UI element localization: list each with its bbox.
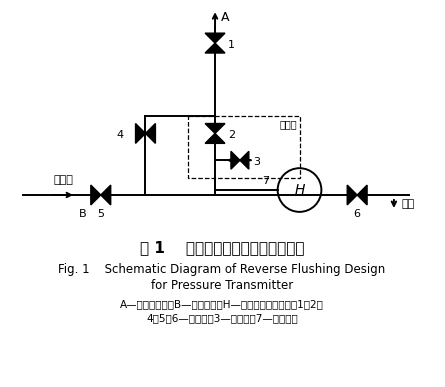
Polygon shape [146, 123, 155, 143]
Polygon shape [231, 151, 240, 169]
Text: A: A [221, 11, 230, 24]
Text: 4: 4 [117, 130, 124, 140]
Text: 3: 3 [253, 157, 260, 167]
Bar [188, 116, 299, 178]
Text: B: B [79, 209, 87, 219]
Text: 7: 7 [263, 176, 270, 186]
Text: H: H [294, 183, 305, 197]
Text: Fig. 1    Schematic Diagram of Reverse Flushing Design: Fig. 1 Schematic Diagram of Reverse Flus… [58, 264, 386, 276]
Polygon shape [101, 185, 111, 205]
Text: for Pressure Transmitter: for Pressure Transmitter [151, 279, 293, 293]
Polygon shape [357, 185, 367, 205]
Text: 5: 5 [97, 209, 104, 219]
Text: 二阀组: 二阀组 [280, 120, 298, 130]
Polygon shape [205, 43, 225, 53]
Polygon shape [91, 185, 101, 205]
Text: 反冲水: 反冲水 [53, 175, 73, 185]
Polygon shape [347, 185, 357, 205]
Text: 2: 2 [228, 130, 235, 140]
Text: 6: 6 [354, 209, 360, 219]
Text: 4、5、6—截止阀；3—排污阀；7—排污丝堵: 4、5、6—截止阀；3—排污阀；7—排污丝堵 [146, 313, 298, 323]
Polygon shape [136, 123, 146, 143]
Text: A—接过程压力；B—接反冲水；H—压力变送器高压侧；1、2、: A—接过程压力；B—接反冲水；H—压力变送器高压侧；1、2、 [120, 299, 324, 309]
Polygon shape [205, 33, 225, 43]
Text: 1: 1 [228, 40, 235, 50]
Text: 地漏: 地漏 [402, 199, 415, 209]
Polygon shape [205, 123, 225, 134]
Polygon shape [205, 134, 225, 143]
Text: 图 1    压力变送器反冲水设计示意图: 图 1 压力变送器反冲水设计示意图 [140, 240, 304, 255]
Polygon shape [240, 151, 249, 169]
